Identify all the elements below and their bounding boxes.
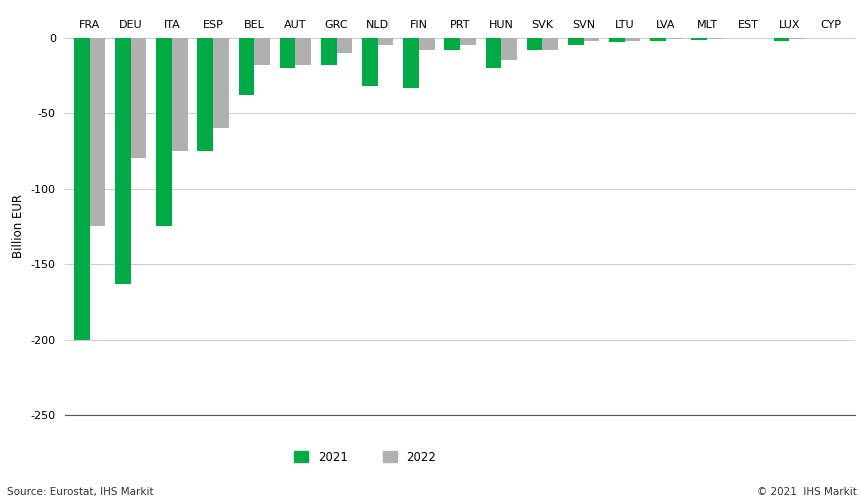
Bar — [666, 38, 682, 39]
Bar — [733, 38, 748, 39]
Bar — [583, 38, 600, 41]
Bar — [73, 38, 90, 340]
Bar — [238, 38, 254, 95]
Bar — [774, 38, 790, 41]
Bar — [362, 38, 378, 86]
Text: © 2021  IHS Markit: © 2021 IHS Markit — [757, 487, 857, 497]
Text: Source: Eurostat, IHS Markit: Source: Eurostat, IHS Markit — [7, 487, 154, 497]
Bar — [419, 38, 435, 50]
Bar — [280, 38, 295, 68]
Bar — [321, 38, 337, 65]
Bar — [651, 38, 666, 41]
Bar — [156, 38, 172, 226]
Bar — [213, 38, 229, 128]
Legend: 2021, 2022: 2021, 2022 — [294, 451, 436, 464]
Bar — [609, 38, 625, 42]
Bar — [691, 38, 707, 40]
Bar — [403, 38, 419, 88]
Bar — [543, 38, 558, 50]
Bar — [115, 38, 130, 284]
Bar — [378, 38, 393, 45]
Bar — [790, 38, 805, 39]
Bar — [444, 38, 460, 50]
Bar — [337, 38, 353, 53]
Bar — [625, 38, 640, 41]
Bar — [501, 38, 517, 60]
Bar — [172, 38, 187, 151]
Y-axis label: Billion EUR: Billion EUR — [12, 194, 25, 259]
Bar — [90, 38, 105, 226]
Bar — [707, 38, 723, 39]
Text: Chart 1: Projected fiscal balances in 2022: Chart 1: Projected fiscal balances in 20… — [7, 9, 352, 24]
Bar — [830, 38, 847, 39]
Bar — [295, 38, 311, 65]
Bar — [568, 38, 583, 45]
Bar — [748, 38, 764, 39]
Bar — [527, 38, 543, 50]
Bar — [486, 38, 501, 68]
Bar — [130, 38, 146, 158]
Bar — [815, 38, 830, 39]
Bar — [254, 38, 270, 65]
Bar — [460, 38, 476, 45]
Bar — [197, 38, 213, 151]
